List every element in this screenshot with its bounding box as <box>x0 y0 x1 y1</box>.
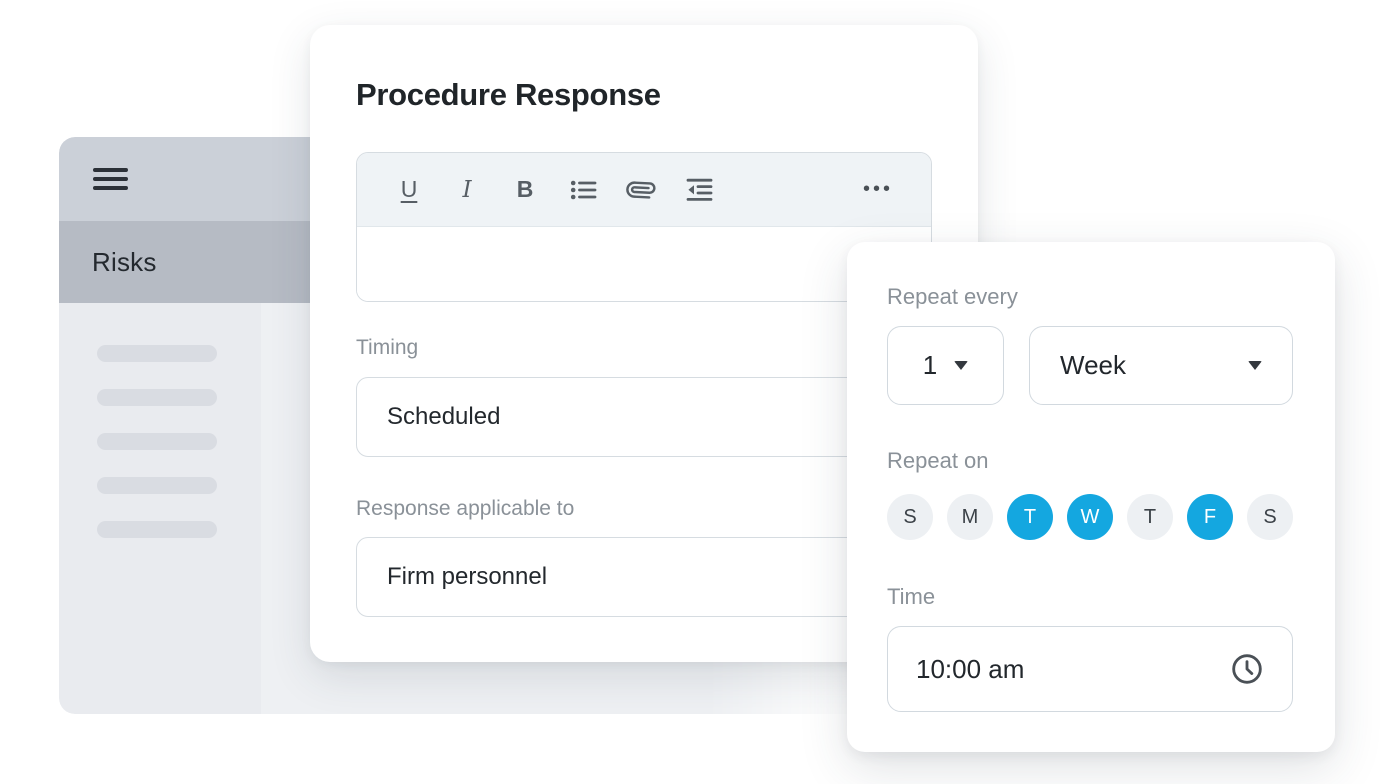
page-title: Procedure Response <box>356 77 661 112</box>
bulleted-list-icon[interactable] <box>569 176 597 204</box>
sidebar-nav-column <box>59 303 261 714</box>
timing-select[interactable]: Scheduled <box>356 377 932 457</box>
nav-placeholder-row <box>97 521 217 538</box>
day-toggle-friday[interactable]: F <box>1187 494 1233 540</box>
editor-toolbar: U I B <box>357 153 931 227</box>
unit-value: Week <box>1060 350 1126 380</box>
nav-placeholder-row <box>97 345 217 362</box>
time-value: 10:00 am <box>916 653 1025 684</box>
more-options-icon[interactable]: ••• <box>862 178 893 200</box>
clock-icon <box>1232 654 1262 684</box>
day-toggle-monday[interactable]: M <box>947 494 993 540</box>
italic-icon[interactable]: I <box>462 176 472 203</box>
day-toggle-sunday[interactable]: S <box>887 494 933 540</box>
response-applicable-value: Firm personnel <box>387 563 548 590</box>
repeat-every-label: Repeat every <box>887 284 1018 309</box>
underline-icon[interactable]: U <box>400 176 418 202</box>
hamburger-menu-icon[interactable] <box>93 168 128 190</box>
attachment-icon[interactable] <box>626 176 656 204</box>
unit-dropdown[interactable]: Week <box>1029 326 1293 405</box>
response-applicable-label: Response applicable to <box>356 497 575 520</box>
interval-dropdown[interactable]: 1 <box>887 326 1004 405</box>
response-applicable-select[interactable]: Firm personnel <box>356 537 932 617</box>
chevron-down-icon <box>954 361 969 370</box>
interval-value: 1 <box>922 350 938 380</box>
day-toggle-tuesday[interactable]: T <box>1007 494 1053 540</box>
bold-icon[interactable]: B <box>516 176 534 202</box>
time-label: Time <box>887 584 936 609</box>
day-toggle-wednesday[interactable]: W <box>1067 494 1113 540</box>
timing-value: Scheduled <box>387 403 501 430</box>
day-toggle-row: S M T W T F S <box>887 494 1293 540</box>
day-toggle-saturday[interactable]: S <box>1247 494 1293 540</box>
rich-text-editor: U I B <box>356 152 932 302</box>
nav-placeholder-row <box>97 389 217 406</box>
outdent-icon[interactable] <box>685 176 713 204</box>
day-toggle-thursday[interactable]: T <box>1127 494 1173 540</box>
editor-text-area[interactable] <box>357 227 931 301</box>
sidebar-item-label: Risks <box>92 246 157 277</box>
timing-label: Timing <box>356 336 419 359</box>
nav-placeholder-row <box>97 433 217 450</box>
time-input[interactable]: 10:00 am <box>887 626 1293 712</box>
nav-placeholder-row <box>97 477 217 494</box>
chevron-down-icon <box>1248 361 1262 370</box>
repeat-on-label: Repeat on <box>887 448 989 473</box>
repeat-settings-card: Repeat every 1 Week Repeat on S M T W T … <box>847 242 1335 752</box>
